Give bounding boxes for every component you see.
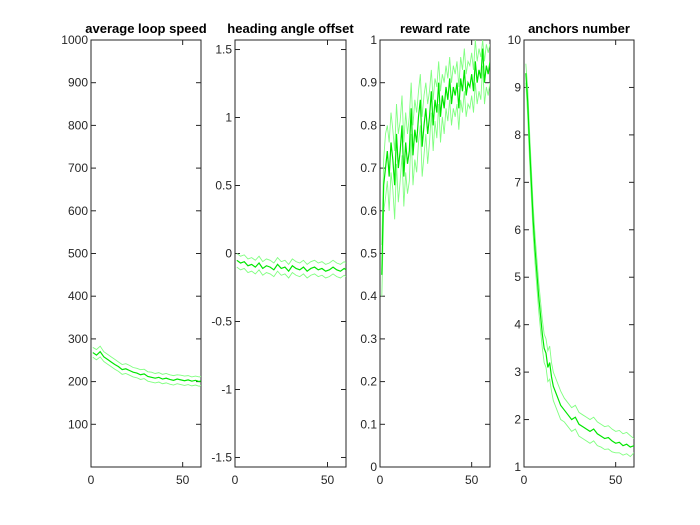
y-tick-label: 4 — [514, 318, 521, 332]
y-tick-label: 1 — [225, 111, 232, 125]
y-tick-label: 8 — [514, 128, 521, 142]
series-line-lower — [525, 82, 634, 458]
y-tick-label: -0.5 — [211, 314, 232, 328]
y-tick-label: 7 — [514, 175, 521, 189]
y-tick-label: 100 — [68, 417, 88, 431]
y-tick-label: 700 — [68, 161, 88, 175]
y-tick-label: 2 — [514, 413, 521, 427]
y-tick-label: 200 — [68, 375, 88, 389]
x-tick-label: 0 — [232, 473, 239, 487]
series-line-upper — [381, 40, 490, 245]
series-line-upper — [525, 63, 634, 439]
y-tick-label: 1.5 — [215, 43, 232, 57]
y-tick-label: 0.4 — [360, 289, 377, 303]
y-tick-label: 9 — [514, 80, 521, 94]
y-tick-label: -1 — [221, 382, 232, 396]
y-tick-label: 600 — [68, 204, 88, 218]
series-line-mean — [381, 48, 490, 275]
y-tick-label: 0 — [370, 460, 377, 474]
axes-frame — [234, 39, 347, 468]
x-tick-label: 50 — [609, 473, 623, 487]
axes-frame — [523, 39, 635, 468]
series-line-mean — [236, 259, 346, 273]
y-tick-label: 5 — [514, 270, 521, 284]
y-tick-label: 0.1 — [360, 417, 377, 431]
chart-title: anchors number — [528, 21, 630, 36]
series-line-lower — [236, 266, 346, 279]
y-tick-label: 1 — [370, 33, 377, 47]
axes-frame — [90, 39, 202, 468]
x-tick-label: 50 — [176, 473, 190, 487]
subplot-average-loop-speed: average loop speed1002003004005006007008… — [61, 21, 206, 487]
series-line-upper — [236, 253, 346, 266]
y-tick-label: 1 — [514, 460, 521, 474]
x-tick-label: 0 — [521, 473, 528, 487]
series-line-lower — [381, 65, 490, 297]
series-line-lower — [92, 356, 201, 387]
y-tick-label: 900 — [68, 76, 88, 90]
x-tick-label: 50 — [321, 473, 335, 487]
y-tick-label: 800 — [68, 118, 88, 132]
y-tick-label: 1000 — [61, 33, 88, 47]
x-tick-label: 50 — [465, 473, 479, 487]
y-tick-label: 300 — [68, 332, 88, 346]
chart-title: average loop speed — [85, 21, 206, 36]
subplot-anchors-number: anchors number 1 2 3 4 5 6 7 8 9 10 0 50 — [508, 21, 635, 487]
y-tick-label: 10 — [508, 33, 522, 47]
y-tick-label: 0.3 — [360, 332, 377, 346]
x-tick-label: 0 — [88, 473, 95, 487]
subplot-reward-rate: reward rate 0 0.1 0.2 0.3 0.4 0.5 0.6 0.7 0.8 0.9 1… — [360, 21, 491, 487]
y-tick-label: 0.8 — [360, 118, 377, 132]
y-tick-label: 400 — [68, 289, 88, 303]
y-tick-label: 500 — [68, 247, 88, 261]
y-tick-label: 0.5 — [215, 179, 232, 193]
y-tick-label: 0.2 — [360, 375, 377, 389]
series-line-mean — [525, 73, 634, 448]
y-tick-label: 0 — [225, 247, 232, 261]
y-tick-label: 3 — [514, 365, 521, 379]
y-tick-label: 0.5 — [360, 247, 377, 261]
y-tick-label: 6 — [514, 223, 521, 237]
y-tick-label: 0.7 — [360, 161, 377, 175]
chart-title: heading angle offset — [227, 21, 354, 36]
y-tick-label: 0.9 — [360, 76, 377, 90]
y-tick-label: -1.5 — [211, 450, 232, 464]
subplot-heading-angle-offset: heading angle offset -1.5 -1 -0.5 0 0.5 1 1.5 0 5… — [211, 21, 354, 487]
chart-title: reward rate — [400, 21, 470, 36]
x-tick-label: 0 — [377, 473, 384, 487]
y-tick-label: 0.6 — [360, 204, 377, 218]
series-line-mean — [92, 350, 201, 383]
series-line-upper — [92, 345, 201, 378]
